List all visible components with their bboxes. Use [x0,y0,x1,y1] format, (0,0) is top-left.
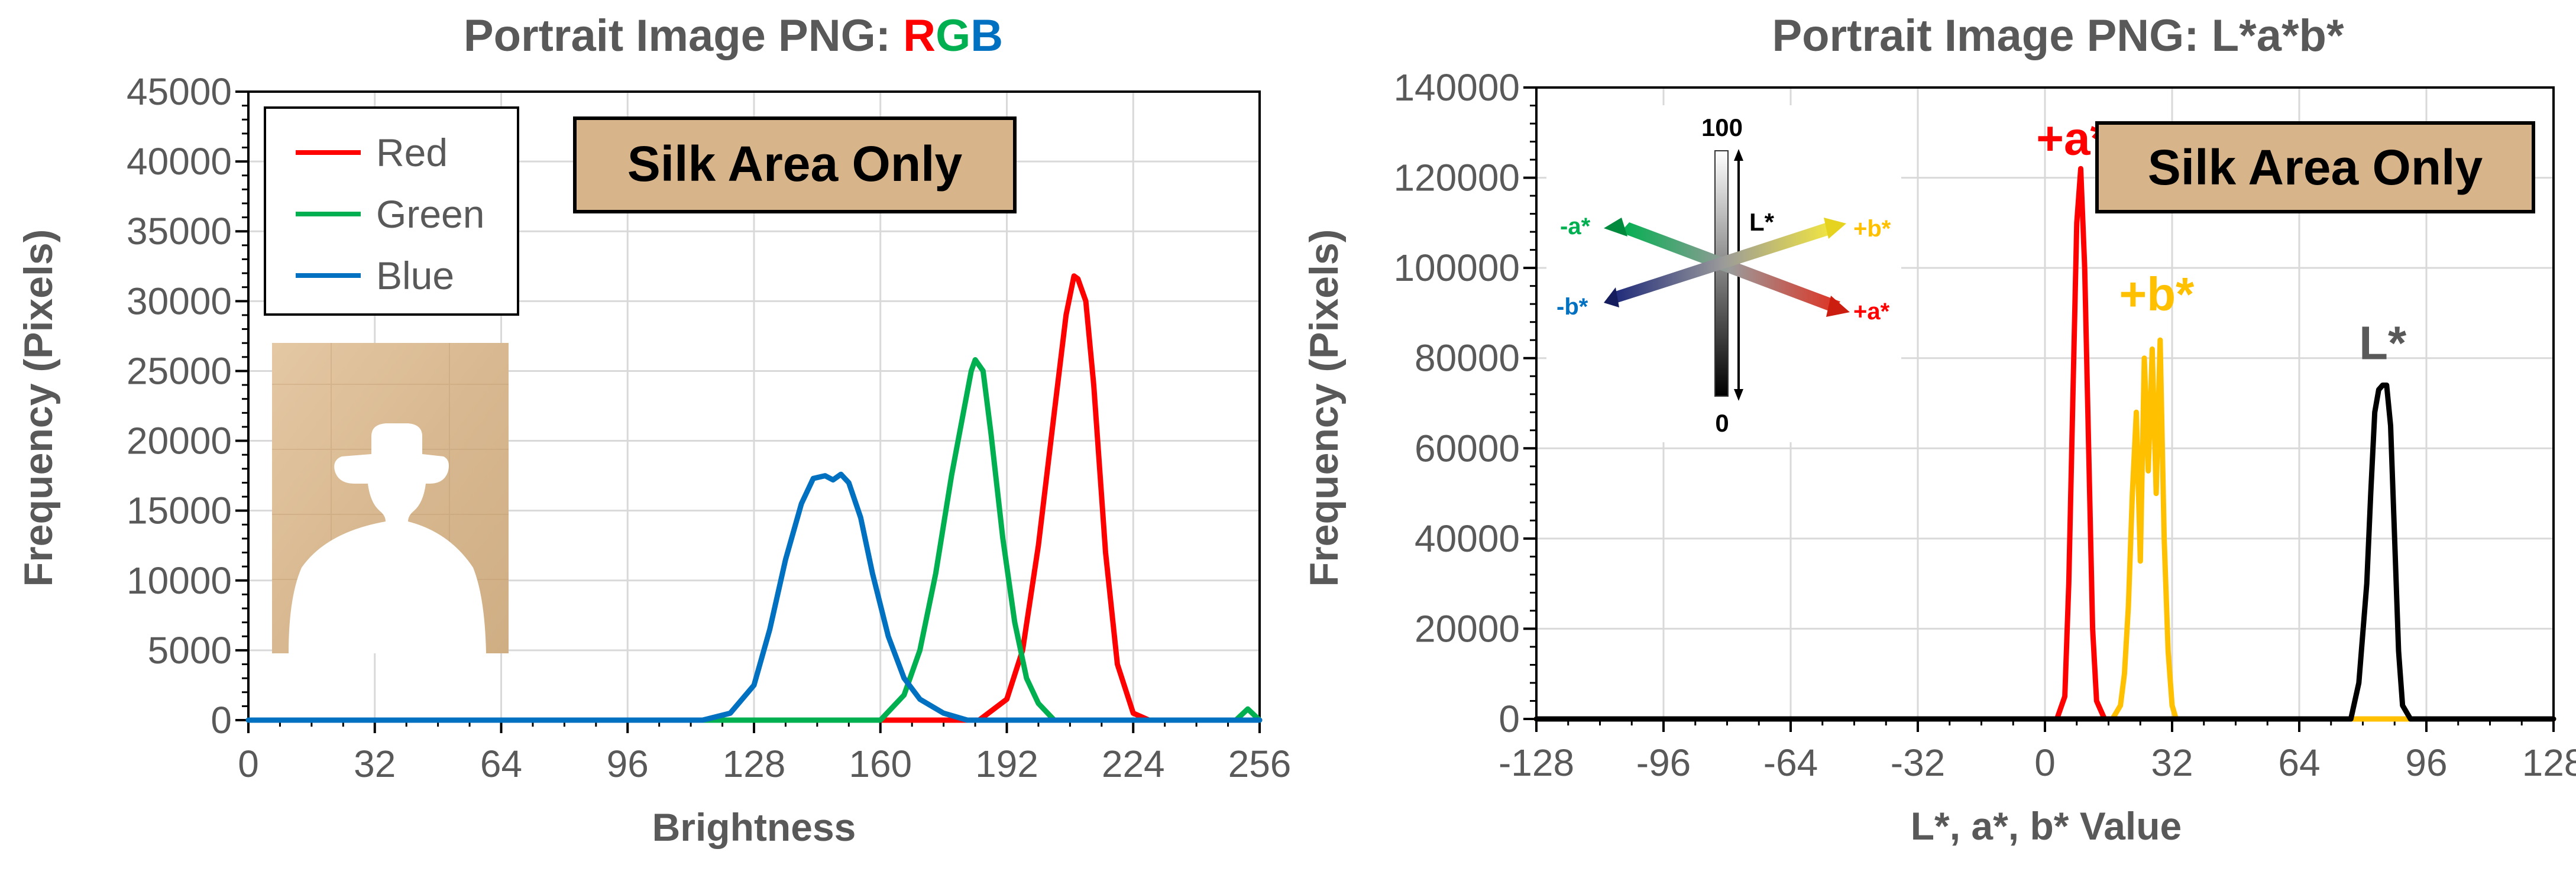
rgb-y-tick-label: 45000 [127,70,232,113]
rgb-legend-entries: Red Green Blue [296,131,484,297]
rgb-y-tick-label: 40000 [127,140,232,183]
rgb-silk-badge: Silk Area Only [573,116,1017,213]
peak-label-l: L* [2359,316,2407,369]
lab-series-l-line [1533,383,2556,722]
rgb-x-tick-label: 256 [1228,743,1292,785]
rgb-legend-box [264,106,519,316]
b-axis-bar [1613,222,1832,303]
lab-chart-title: Portrait Image PNG: L*a*b* [1772,11,2344,61]
rgb-chart: Portrait Image PNG: RGB 0 32 64 96 128 160 192… [16,11,1291,849]
rgb-x-tick-label: 32 [354,743,396,785]
l-axis-arrow-head-down [1734,389,1743,401]
lab-series-b-line [1533,337,2556,722]
peak-label-b: +b* [2119,268,2195,320]
l-axis-bar [1714,150,1729,397]
legend-label-red: Red [376,131,448,174]
diagram-neg-a-label: -a* [1560,213,1591,239]
rgb-x-tick-label: 160 [849,743,912,785]
lab-x-axis-label: L*, a*, b* Value [1911,804,2182,848]
rgb-chart-title: Portrait Image PNG: RGB [464,11,1003,61]
diagram-top-label: 100 [1701,114,1743,141]
lab-x-tick-label: -96 [1636,741,1691,784]
rgb-title-letter-r: R [903,11,936,61]
rgb-x-tick-label: 224 [1102,743,1165,785]
lab-badge-text: Silk Area Only [2148,140,2483,195]
lab-x-tick-label: 128 [2522,741,2576,784]
rgb-x-tick-label: 192 [975,743,1038,785]
rgb-legend: Red Green Blue [264,106,519,316]
lab-tick-labels: -128 -96 -64 -32 0 32 64 96 128 0 20000 40000 60000 8… [1393,66,2576,784]
rgb-y-tick-label: 0 [211,699,232,741]
b-axis-arrow-head-neg [1604,287,1619,307]
rgb-series-red-line [245,273,1263,723]
lab-badge-box [2095,121,2535,213]
l-axis-arrow-head-up [1734,149,1743,161]
rgb-y-tick-label: 20000 [127,420,232,462]
lab-series-lines [1533,166,2556,722]
rgb-y-tick-label: 30000 [127,280,232,322]
rgb-y-tick-label: 35000 [127,210,232,252]
diagram-bottom-label: 0 [1715,409,1729,437]
rgb-title-prefix: Portrait Image PNG: [464,11,903,61]
lab-series-a-line [1533,166,2556,722]
lab-x-tick-label: -32 [1891,741,1946,784]
diagram-l-label: L* [1749,208,1775,236]
portrait-silhouette [289,423,486,653]
lab-silk-badge: Silk Area Only [2095,121,2535,213]
rgb-badge-box [573,116,1017,213]
rgb-series-blue-line [245,471,1263,723]
rgb-y-tick-label: 5000 [148,629,232,672]
b-axis-arrow-head-pos [1824,218,1846,239]
rgb-y-tick-label: 25000 [127,349,232,392]
lab-x-tick-label: -64 [1763,741,1818,784]
a-axis-arrow-head-pos [1826,296,1850,317]
rgb-y-axis-label: Frequency (Pixels) [16,229,61,587]
lab-x-tick-label: 32 [2151,741,2193,784]
rgb-x-tick-label: 96 [607,743,649,785]
diagram-neg-b-label: -b* [1556,294,1588,320]
lab-y-tick-label: 0 [1499,698,1520,740]
diagram-pos-a-label: +a* [1853,299,1890,325]
lab-y-axis-label: Frequency (Pixels) [1302,229,1347,587]
lab-y-tick-label: 100000 [1393,247,1520,289]
lab-y-tick-label: 40000 [1415,517,1520,560]
silk-portrait-image [272,343,509,653]
lab-y-tick-label: 140000 [1393,66,1520,109]
lab-x-tick-label: -128 [1499,741,1574,784]
rgb-title-letter-g: G [936,11,970,61]
rgb-title-letter-b: B [970,11,1003,61]
rgb-x-tick-label: 128 [723,743,786,785]
legend-label-blue: Blue [376,254,454,297]
lab-x-tick-label: 64 [2278,741,2320,784]
legend-label-green: Green [376,192,484,236]
rgb-x-axis-label: Brightness [652,805,856,849]
lab-x-tick-label: 96 [2405,741,2447,784]
rgb-x-tick-label: 64 [480,743,522,785]
rgb-badge-text: Silk Area Only [627,136,963,192]
lab-x-tick-label: 0 [2034,741,2056,784]
lab-y-tick-label: 60000 [1415,427,1520,469]
diagram-pos-b-label: +b* [1853,216,1891,242]
lab-colorspace-diagram: 100 0 L* +b* -a* -b* +a* [1546,105,1901,442]
a-axis-bar [1620,222,1840,312]
a-axis-arrow-head-neg [1604,218,1627,236]
rgb-series-lines [245,273,1263,723]
rgb-y-tick-label: 10000 [127,559,232,602]
lab-chart: Portrait Image PNG: L*a*b* -128 -96 -64 -32… [1302,11,2576,848]
lab-y-tick-label: 20000 [1415,607,1520,650]
lab-y-tick-label: 120000 [1393,157,1520,199]
rgb-y-tick-label: 15000 [127,490,232,532]
lab-y-tick-label: 80000 [1415,337,1520,380]
rgb-tick-labels: 0 32 64 96 128 160 192 224 256 0 5000 10000 15000 200… [127,70,1291,785]
rgb-x-tick-label: 0 [238,743,259,785]
